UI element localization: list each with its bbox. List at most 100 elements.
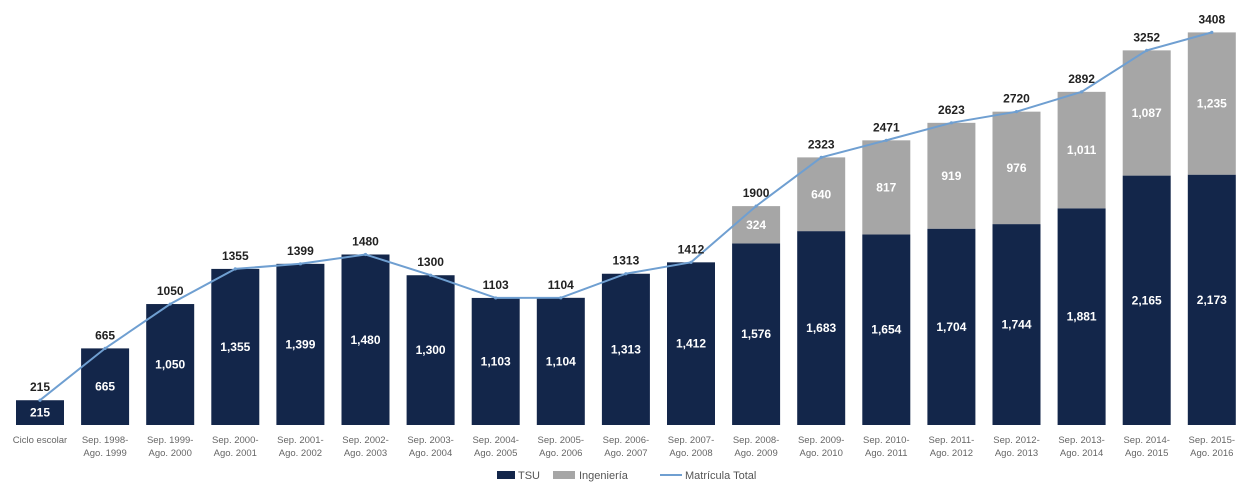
bar-ingenieria-13: [862, 140, 911, 235]
bar-tsu-8: [536, 297, 585, 425]
x-tick-label-11-0: Sep. 2008-: [733, 435, 779, 446]
total-label-1: 665: [95, 328, 115, 342]
x-tick-label-16-1: Ago. 2014: [1060, 448, 1103, 459]
legend-swatch-ingenieria: [553, 471, 575, 479]
total-label-18: 3408: [1198, 12, 1225, 26]
total-label-16: 2892: [1068, 72, 1095, 86]
x-tick-label-17-0: Sep. 2014-: [1123, 435, 1169, 446]
bar-tsu-16: [1057, 208, 1106, 425]
total-point-9: [624, 272, 628, 276]
bar-label-tsu-14: 1,704: [936, 320, 966, 334]
bar-label-tsu-0: 215: [30, 406, 50, 420]
bar-label-tsu-17: 2,165: [1132, 293, 1162, 307]
total-point-3: [233, 267, 237, 271]
bar-label-tsu-5: 1,480: [350, 333, 380, 347]
bar-tsu-3: [211, 268, 260, 425]
total-label-9: 1313: [613, 254, 640, 268]
legend: TSU Ingeniería Matrícula Total: [497, 470, 756, 482]
bar-label-tsu-13: 1,654: [871, 323, 901, 337]
total-label-13: 2471: [873, 120, 900, 134]
x-tick-label-3-0: Sep. 2000-: [212, 435, 258, 446]
total-label-3: 1355: [222, 249, 249, 263]
total-label-6: 1300: [417, 255, 444, 269]
total-label-7: 1103: [483, 278, 509, 292]
bar-tsu-6: [406, 275, 455, 425]
legend-label-ingenieria: Ingeniería: [579, 470, 629, 482]
total-point-2: [168, 302, 172, 306]
x-tick-label-13-0: Sep. 2010-: [863, 435, 909, 446]
x-tick-label-2-1: Ago. 2000: [149, 448, 192, 459]
bar-ingenieria-14: [927, 122, 976, 229]
bar-tsu-12: [797, 231, 846, 425]
bar-label-tsu-6: 1,300: [416, 343, 446, 357]
bar-label-ingenieria-11: 324: [746, 218, 766, 232]
bar-tsu-4: [276, 263, 325, 425]
bar-label-tsu-1: 665: [95, 380, 115, 394]
legend-label-tsu: TSU: [518, 470, 540, 482]
x-tick-label-13-1: Ago. 2011: [865, 448, 908, 459]
total-label-0: 215: [30, 380, 50, 394]
total-label-5: 1480: [352, 235, 379, 249]
total-label-4: 1399: [287, 244, 314, 258]
x-tick-label-6-1: Ago. 2004: [409, 448, 452, 459]
x-tick-label-3-1: Ago. 2001: [214, 448, 257, 459]
total-point-11: [754, 204, 758, 208]
total-point-6: [429, 273, 433, 277]
total-label-15: 2720: [1003, 92, 1030, 106]
x-tick-label-2-0: Sep. 1999-: [147, 435, 193, 446]
bar-label-ingenieria-12: 640: [811, 187, 831, 201]
bar-tsu-13: [862, 234, 911, 425]
bar-tsu-11: [732, 243, 781, 425]
x-tick-label-7-0: Sep. 2004-: [472, 435, 518, 446]
x-tick-label-1-0: Sep. 1998-: [82, 435, 128, 446]
bar-tsu-18: [1187, 174, 1236, 425]
x-tick-label-12-0: Sep. 2009-: [798, 435, 844, 446]
total-point-10: [689, 260, 693, 264]
total-label-14: 2623: [938, 103, 965, 117]
x-tick-label-11-1: Ago. 2009: [734, 448, 777, 459]
x-tick-label-5-1: Ago. 2003: [344, 448, 387, 459]
total-point-1: [103, 346, 107, 350]
x-tick-label-15-1: Ago. 2013: [995, 448, 1038, 459]
total-point-4: [298, 262, 302, 266]
x-tick-label-4-1: Ago. 2002: [279, 448, 322, 459]
x-tick-label-9-0: Sep. 2006-: [603, 435, 649, 446]
bar-label-ingenieria-17: 1,087: [1132, 106, 1162, 120]
x-tick-label-18-0: Sep. 2015-: [1189, 435, 1235, 446]
total-point-14: [949, 121, 954, 125]
legend-swatch-tsu: [497, 471, 515, 479]
total-point-7: [494, 296, 498, 300]
total-point-8: [559, 296, 563, 300]
bar-ingenieria-16: [1057, 91, 1106, 209]
total-label-2: 1050: [157, 284, 184, 298]
x-tick-label-8-0: Sep. 2005-: [538, 435, 584, 446]
bar-label-tsu-4: 1,399: [285, 337, 315, 351]
bar-label-ingenieria-13: 817: [876, 180, 896, 194]
bar-label-tsu-16: 1,881: [1067, 310, 1097, 324]
x-tick-label-10-1: Ago. 2008: [669, 448, 712, 459]
bar-labels-layer: 215 665 1,050 1,355 1,399 1,480 1,300 1,103 1,10…: [30, 97, 1227, 420]
x-tick-label-7-1: Ago. 2005: [474, 448, 517, 459]
bar-label-tsu-9: 1,313: [611, 342, 641, 356]
x-tick-label-1-1: Ago. 1999: [83, 448, 126, 459]
bar-label-ingenieria-16: 1,011: [1067, 143, 1097, 157]
bar-tsu-14: [927, 228, 976, 425]
bar-tsu-5: [341, 254, 390, 425]
bar-label-tsu-11: 1,576: [741, 327, 771, 341]
total-label-11: 1900: [743, 186, 770, 200]
bar-label-tsu-7: 1,103: [481, 354, 511, 368]
bar-ingenieria-17: [1122, 50, 1171, 176]
bar-ingenieria-15: [992, 111, 1041, 225]
bar-tsu-2: [146, 304, 195, 425]
bar-tsu-17: [1122, 175, 1171, 425]
bar-tsu-9: [601, 273, 650, 425]
total-label-12: 2323: [808, 137, 835, 151]
bar-label-tsu-10: 1,412: [676, 337, 706, 351]
x-tick-label-0-0: Ciclo escolar: [13, 435, 67, 446]
total-point-13: [884, 138, 888, 142]
total-point-17: [1145, 48, 1149, 52]
bar-label-ingenieria-14: 919: [941, 169, 961, 183]
x-tick-label-4-0: Sep. 2001-: [277, 435, 323, 446]
total-point-15: [1014, 110, 1019, 114]
x-tick-label-14-1: Ago. 2012: [930, 448, 973, 459]
